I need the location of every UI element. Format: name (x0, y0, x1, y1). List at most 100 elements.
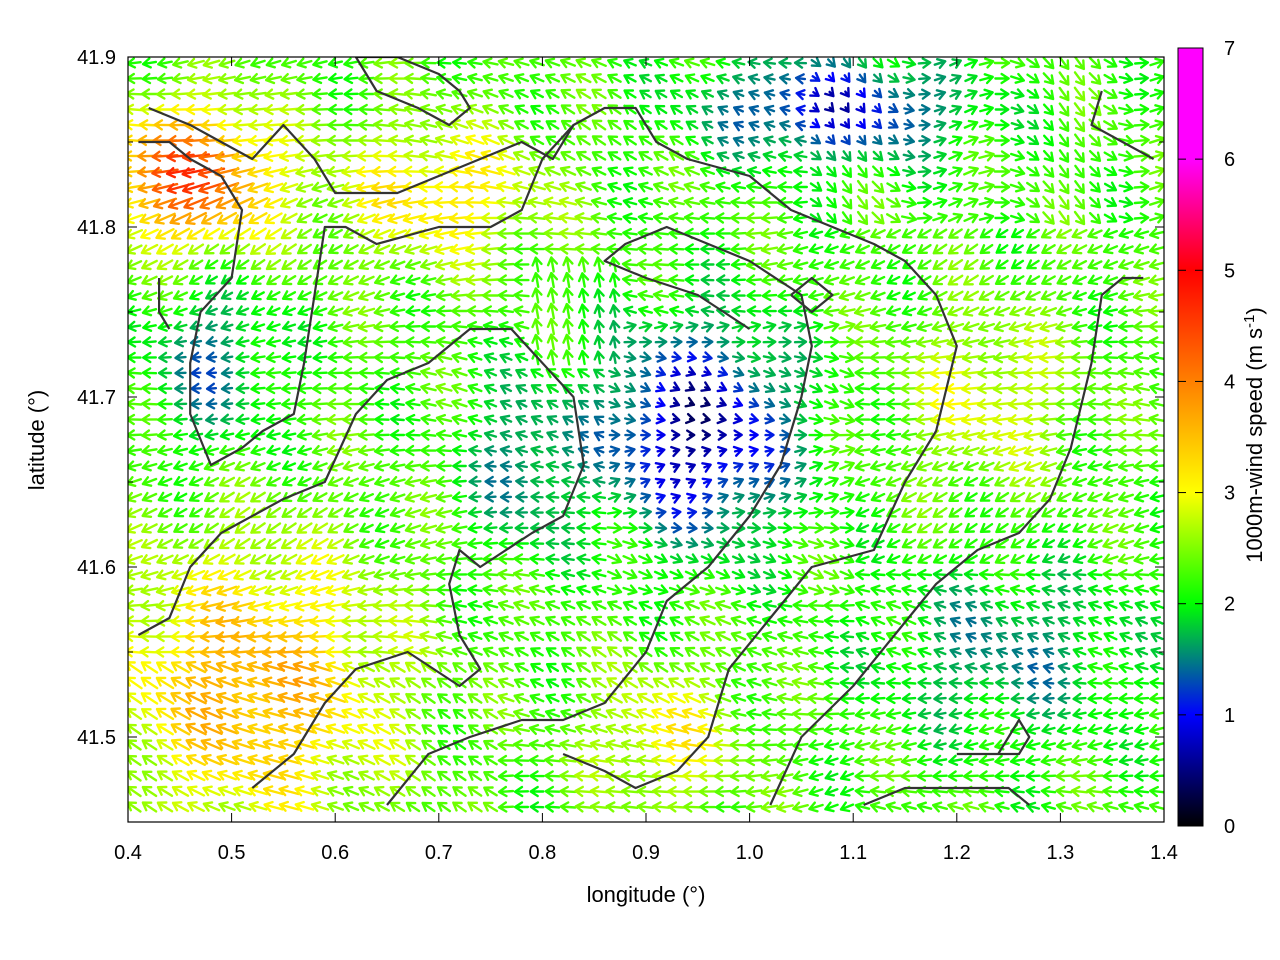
wind-vector-arrow (591, 491, 607, 503)
wind-vector-arrow (701, 522, 714, 534)
wind-vector-arrow (513, 73, 530, 84)
wind-vector-arrow (234, 506, 251, 519)
wind-vector-arrow (871, 180, 885, 194)
wind-vector-arrow (513, 770, 530, 782)
wind-vector-arrow (732, 151, 745, 162)
wind-vector-arrow (216, 585, 238, 597)
x-tick-label: 1.2 (943, 842, 971, 864)
wind-vector-arrow (278, 785, 300, 797)
wind-vector-arrow (529, 135, 545, 146)
wind-vector-arrow (605, 739, 624, 751)
wind-vector-arrow (483, 631, 498, 642)
wind-vector-arrow (993, 305, 1011, 317)
wind-vector-arrow (1057, 631, 1071, 643)
wind-vector-arrow (795, 89, 806, 101)
wind-vector-arrow (777, 584, 793, 596)
wind-vector-arrow (886, 228, 901, 239)
wind-vector-arrow (158, 351, 172, 364)
wind-vector-arrow (174, 351, 187, 363)
wind-vector-arrow (310, 754, 330, 766)
wind-vector-arrow (1103, 305, 1118, 317)
wind-vector-arrow (654, 104, 668, 115)
wind-vector-arrow (451, 646, 468, 658)
wind-vector-arrow (1055, 801, 1073, 813)
wind-vector-arrow (1149, 739, 1164, 751)
wind-vector-arrow (155, 676, 175, 690)
wind-vector-arrow (932, 243, 948, 255)
wind-vector-arrow (933, 120, 947, 131)
wind-vector-arrow (886, 677, 901, 689)
wind-vector-arrow (778, 507, 792, 519)
wind-vector-arrow (808, 413, 824, 425)
wind-vector-arrow (264, 88, 283, 100)
wind-vector-arrow (1056, 259, 1072, 270)
wind-vector-arrow (341, 569, 361, 581)
wind-vector-arrow (715, 57, 731, 69)
wind-vector-arrow (1058, 149, 1070, 163)
wind-vector-arrow (887, 150, 900, 161)
wind-vector-arrow (389, 305, 406, 317)
wind-vector-arrow (562, 302, 574, 320)
wind-vector-arrow (157, 413, 173, 426)
wind-vector-arrow (962, 321, 980, 333)
wind-vector-arrow (386, 197, 409, 209)
wind-vector-arrow (514, 506, 529, 519)
wind-vector-arrow (855, 243, 870, 255)
wind-vector-arrow (219, 243, 235, 255)
wind-vector-arrow (779, 461, 791, 473)
wind-vector-arrow (188, 476, 204, 487)
wind-vector-arrow (497, 770, 515, 782)
wind-vector-arrow (170, 676, 191, 689)
wind-vector-arrow (779, 398, 791, 409)
wind-vector-arrow (964, 538, 978, 549)
wind-vector-arrow (389, 677, 406, 689)
wind-vector-arrow (188, 274, 204, 285)
wind-vector-arrow (247, 707, 269, 719)
wind-vector-arrow (328, 259, 343, 270)
wind-vector-arrow (593, 399, 605, 410)
wind-vector-arrow (965, 616, 977, 628)
wind-vector-arrow (1102, 351, 1119, 364)
wind-vector-arrow (1070, 351, 1089, 364)
wind-vector-arrow (404, 476, 422, 488)
wind-vector-arrow (589, 754, 609, 766)
wind-vector-arrow (231, 723, 254, 734)
wind-vector-arrow (977, 382, 996, 395)
wind-vector-arrow (218, 57, 236, 69)
wind-vector-arrow (343, 244, 359, 255)
wind-vector-arrow (513, 677, 530, 689)
wind-vector-arrow (823, 398, 840, 410)
wind-vector-arrow (824, 118, 835, 129)
wind-vector-arrow (513, 584, 530, 596)
wind-vector-arrow (247, 600, 269, 612)
wind-vector-arrow (776, 739, 794, 751)
wind-vector-arrow (327, 801, 344, 813)
wind-vector-arrow (855, 615, 870, 627)
wind-vector-arrow (265, 367, 282, 379)
wind-vector-arrow (763, 367, 776, 378)
wind-vector-arrow (530, 678, 544, 689)
wind-vector-arrow (733, 105, 744, 116)
wind-vector-arrow (389, 460, 406, 472)
wind-vector-arrow (480, 212, 501, 224)
wind-vector-arrow (607, 600, 622, 611)
wind-vector-arrow (794, 367, 807, 378)
wind-vector-arrow (778, 321, 792, 333)
wind-vector-arrow (312, 507, 328, 518)
wind-vector-arrow (823, 274, 840, 286)
wind-vector-arrow (373, 351, 391, 364)
wind-vector-arrow (839, 476, 855, 487)
wind-vector-arrow (872, 57, 884, 69)
wind-vector-arrow (1057, 584, 1071, 596)
wind-vector-arrow (514, 662, 529, 673)
wind-vector-arrow (870, 398, 886, 410)
wind-vector-arrow (389, 336, 406, 348)
wind-vector-arrow (1102, 553, 1119, 565)
wind-vector-arrow (389, 507, 406, 518)
wind-vector-arrow (1102, 801, 1119, 813)
wind-vector-arrow (1086, 413, 1104, 426)
wind-vector-arrow (839, 522, 855, 534)
wind-vector-arrow (435, 646, 453, 658)
wind-vector-arrow (994, 476, 1010, 487)
wind-vector-arrow (762, 57, 777, 69)
